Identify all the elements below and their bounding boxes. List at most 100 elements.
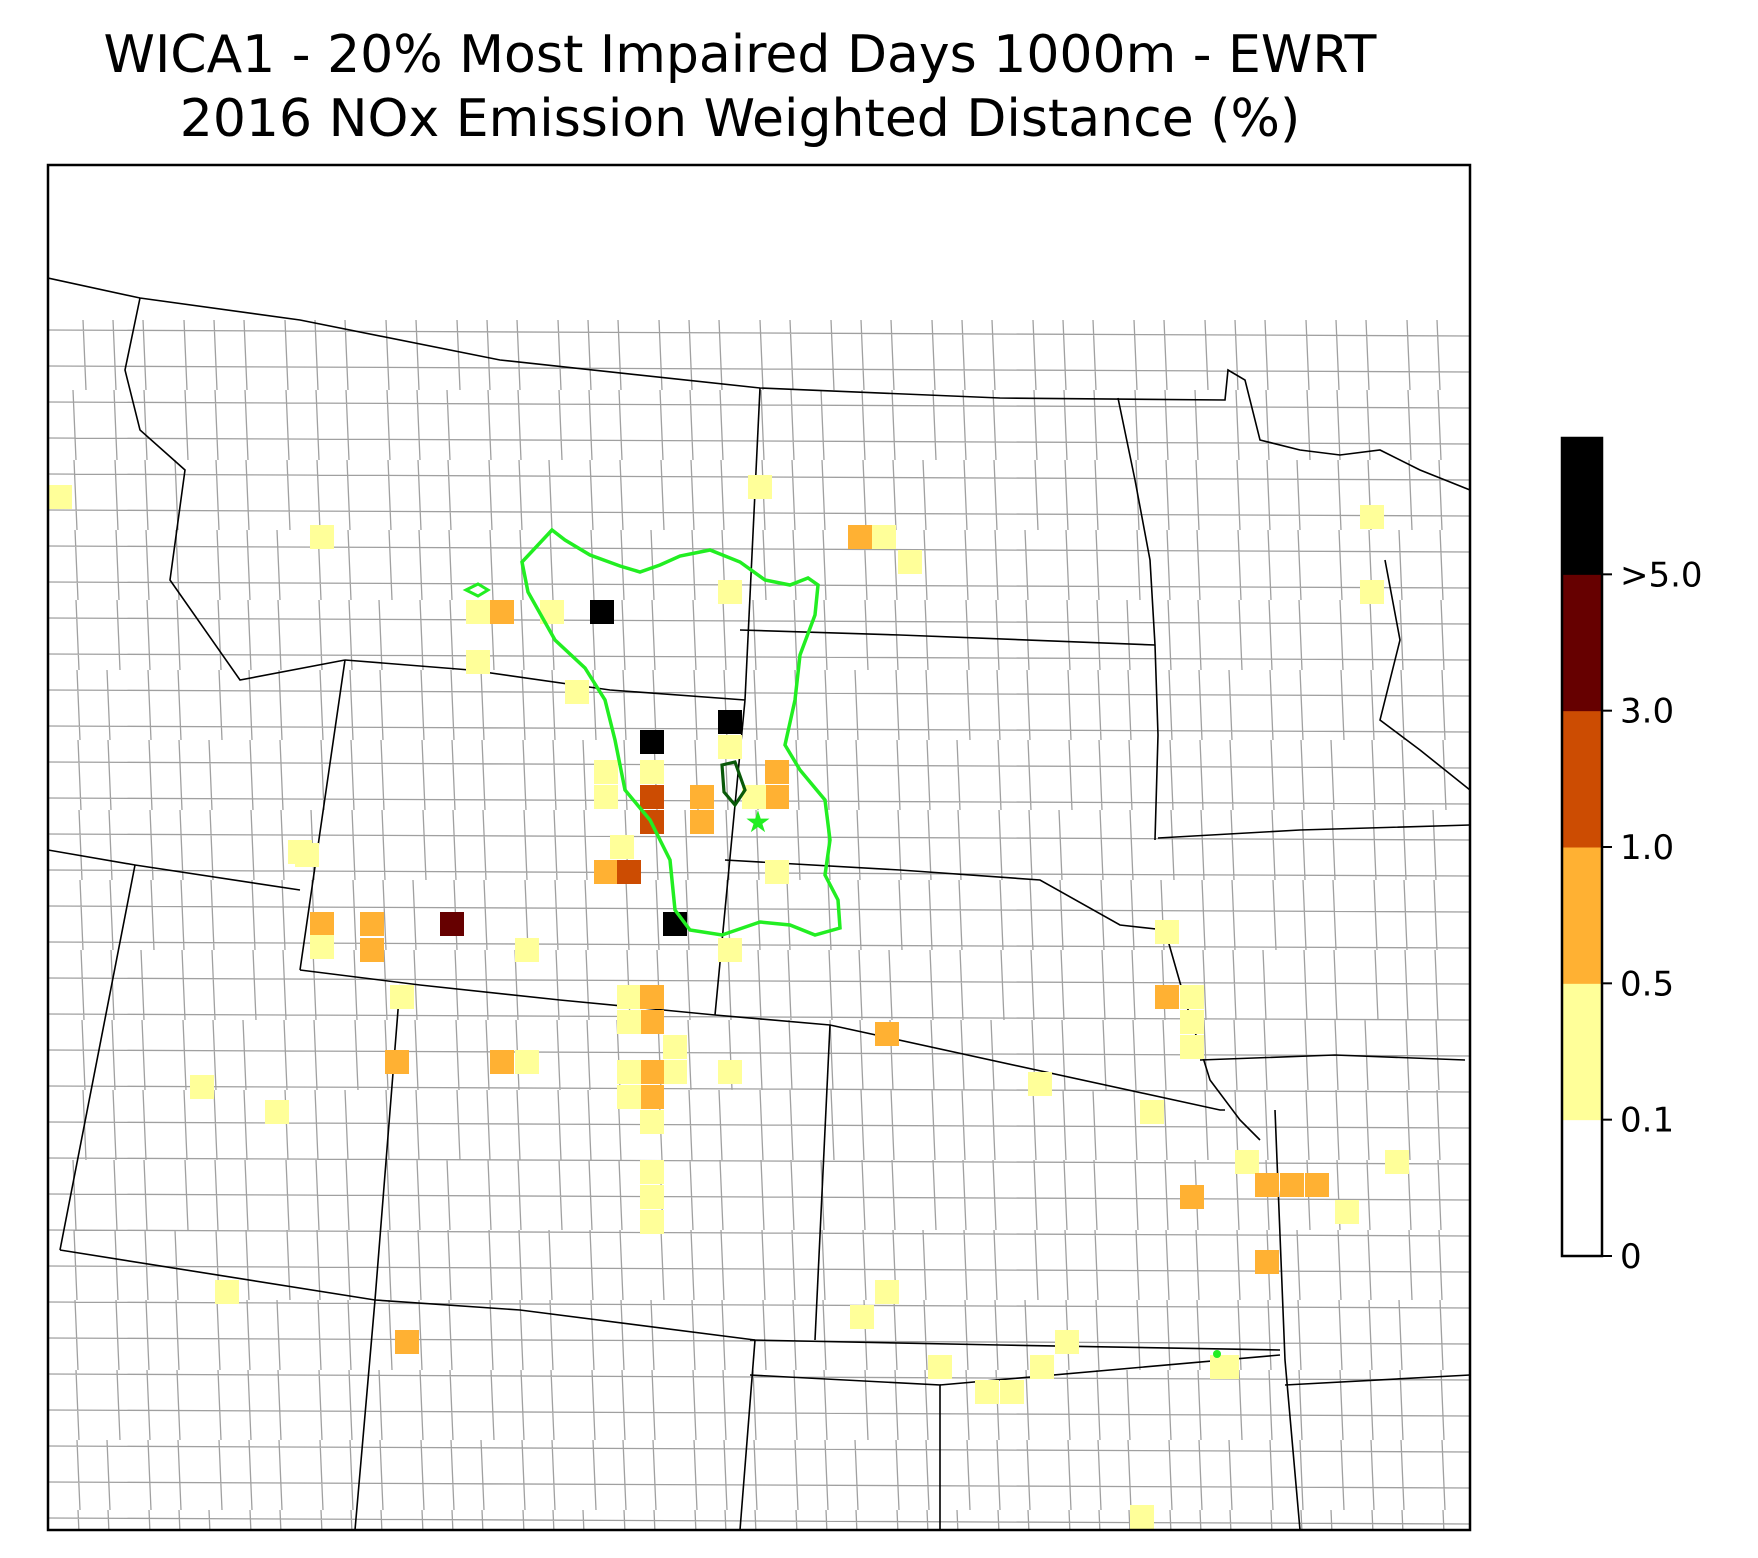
emission-cell (1028, 1072, 1052, 1096)
emission-contour-inner (720, 760, 747, 808)
emission-cell (1255, 1173, 1279, 1197)
emission-cell (360, 938, 384, 962)
chart-title: WICA1 - 20% Most Impaired Days 1000m - E… (103, 25, 1377, 85)
sd-nebraska-border (724, 859, 1166, 931)
emission-contour (520, 527, 842, 937)
emission-cell (594, 785, 618, 809)
emission-cell (1155, 985, 1179, 1009)
idaho-montana-border (124, 297, 346, 681)
kansas-south-border (749, 1339, 1281, 1351)
emission-cell (610, 835, 634, 859)
emission-cell (395, 1330, 419, 1354)
emission-cell (872, 525, 896, 549)
colorbar-tick-label: >5.0 (1620, 555, 1703, 595)
emission-cell (748, 475, 772, 499)
emission-cell (265, 1100, 289, 1124)
emission-cell (1255, 1250, 1279, 1274)
emission-cell (215, 1280, 239, 1304)
colorbar-tick-label: 1.0 (1620, 828, 1674, 868)
emission-cell (515, 1050, 539, 1074)
colorbar-bin (1562, 574, 1602, 712)
emission-cell (1385, 1150, 1409, 1174)
montana-dakota-border (744, 387, 761, 701)
colorbar-bin (1562, 1119, 1602, 1257)
emission-cell (490, 600, 514, 624)
emission-cell (718, 580, 742, 604)
emission-cell (718, 710, 742, 734)
emission-cell (1000, 1380, 1024, 1404)
emission-cell (640, 985, 664, 1009)
emission-cell (850, 1305, 874, 1329)
emission-cell (1360, 580, 1384, 604)
colorbar-bin (1562, 710, 1602, 848)
emission-cell (663, 1060, 687, 1084)
dakota-minnesota-border (1117, 397, 1159, 841)
emission-cell (466, 600, 490, 624)
emission-cell (1280, 1173, 1304, 1197)
canada-border (48, 277, 1470, 491)
emission-cell (1140, 1100, 1164, 1124)
emission-cell (1180, 1035, 1204, 1059)
emission-cell (1130, 1505, 1154, 1529)
emission-cell (1055, 1330, 1079, 1354)
emission-cell (617, 860, 641, 884)
emission-cell (640, 1010, 664, 1034)
missouri-river-border (1164, 929, 1261, 1141)
emission-cell (765, 785, 789, 809)
emission-cell (490, 1050, 514, 1074)
emission-cell (515, 938, 539, 962)
colorado-east-border (814, 1024, 831, 1341)
emission-cell (875, 1280, 899, 1304)
emission-cell (310, 935, 334, 959)
emission-cell (640, 1060, 664, 1084)
emission-cell (295, 843, 319, 867)
emission-cell (898, 550, 922, 574)
iowa-missouri-border (1199, 1054, 1466, 1061)
emission-cell (594, 860, 618, 884)
emission-cell (640, 1110, 664, 1134)
emission-cell (640, 730, 664, 754)
colorbar-bin (1562, 983, 1602, 1121)
colorbar-tick-label: 3.0 (1620, 692, 1674, 732)
colorbar-tick-label: 0 (1620, 1237, 1642, 1277)
chart-subtitle: 2016 NOx Emission Weighted Distance (%) (179, 89, 1301, 149)
emission-cell (440, 912, 464, 936)
emission-cell (640, 1085, 664, 1109)
emission-cell (1030, 1355, 1054, 1379)
county-boundaries (48, 319, 1470, 1530)
star-icon: ★ (745, 805, 772, 840)
iowa-minnesota-border (1157, 824, 1470, 839)
emission-cell (590, 600, 614, 624)
emission-cell (385, 1050, 409, 1074)
emission-cell (640, 1210, 664, 1234)
emission-cell (1235, 1150, 1259, 1174)
emission-cell (466, 650, 490, 674)
emission-cell (310, 912, 334, 936)
emission-cell (594, 760, 618, 784)
nd-sd-border (739, 629, 1156, 646)
emission-cell (617, 1060, 641, 1084)
utah-north-border (59, 864, 136, 1251)
emission-cell (663, 1035, 687, 1059)
colorbar-tick-label: 0.1 (1620, 1101, 1674, 1141)
emission-cell (640, 1160, 664, 1184)
emission-cell (875, 1022, 899, 1046)
emission-cell (617, 1085, 641, 1109)
arkansas-border (1284, 1374, 1470, 1386)
emission-cell (690, 785, 714, 809)
emission-cell (48, 485, 72, 509)
emission-cell (928, 1355, 952, 1379)
colorado-nm-border (739, 1339, 756, 1530)
emission-cell (640, 785, 664, 809)
nebraska-south-border (714, 1014, 1225, 1111)
montana-wyoming-border (344, 659, 746, 701)
emission-cell (718, 735, 742, 759)
wyoming-west-border (299, 659, 346, 971)
emission-cell (1215, 1355, 1239, 1379)
colorbar-bin (1562, 438, 1602, 575)
emission-cell (565, 680, 589, 704)
emission-cell (640, 760, 664, 784)
emission-cell (617, 985, 641, 1009)
emission-cell (190, 1075, 214, 1099)
